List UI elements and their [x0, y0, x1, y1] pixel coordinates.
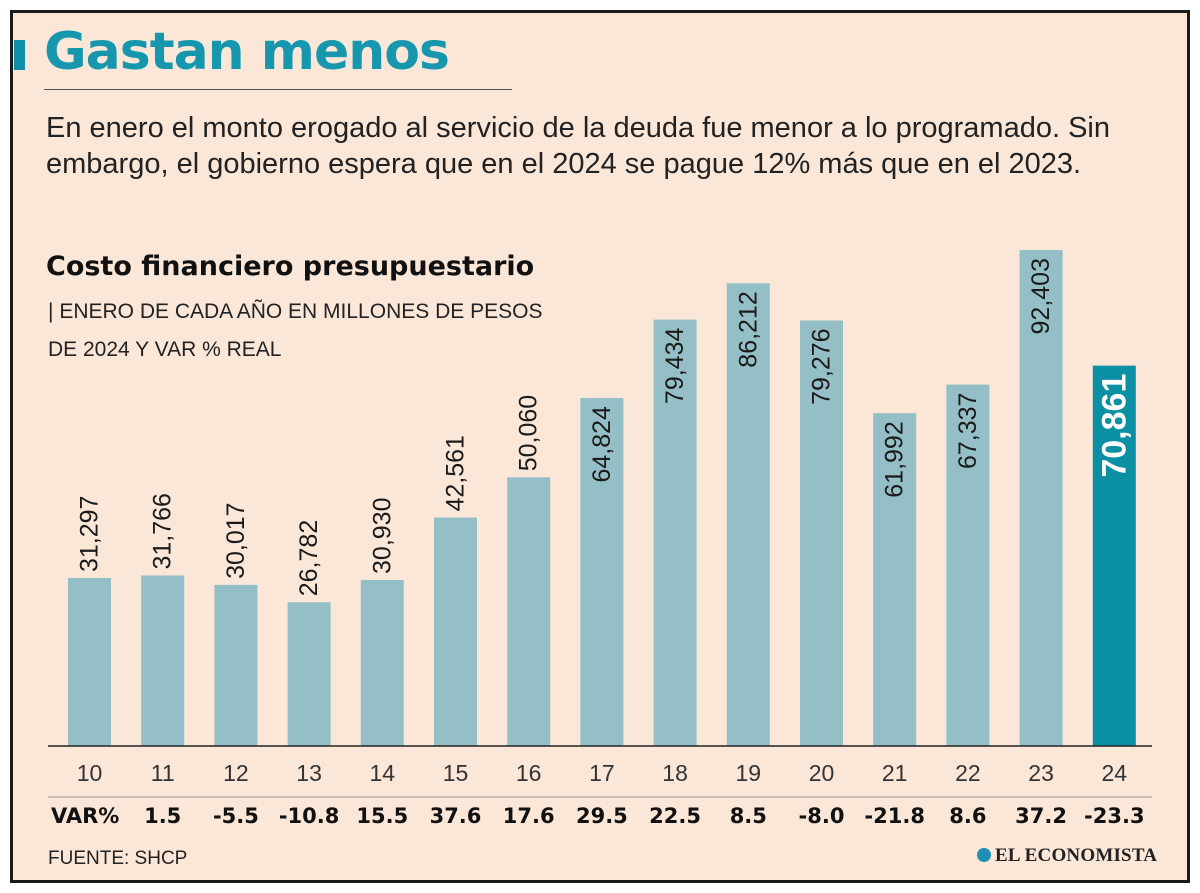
- brand-globe-icon: [977, 848, 991, 862]
- var-value-16: 17.6: [503, 804, 555, 828]
- x-tick-label-23: 23: [1028, 760, 1054, 786]
- bar-23: [1019, 250, 1063, 746]
- bar-11: [141, 575, 185, 746]
- chart-subtitle: | ENERO DE CADA AÑO EN MILLONES DE PESOS…: [48, 293, 568, 369]
- var-value-19: 8.5: [730, 804, 767, 828]
- x-tick-label-13: 13: [296, 760, 322, 786]
- var-value-21: -21.8: [864, 804, 925, 828]
- value-label-15: 42,561: [442, 435, 470, 511]
- bar-21: [873, 413, 917, 746]
- var-row-label: VAR%: [51, 804, 119, 828]
- x-tick-label-24: 24: [1102, 760, 1128, 786]
- bar-20: [800, 320, 843, 746]
- x-tick-label-21: 21: [882, 760, 908, 786]
- value-label-19: 86,212: [734, 291, 762, 367]
- chart-subtitle-mark: |: [48, 300, 54, 323]
- var-value-12: -5.5: [213, 804, 259, 828]
- var-value-18: 22.5: [649, 804, 701, 828]
- var-value-22: 8.6: [949, 804, 986, 828]
- source-note: FUENTE: SHCP: [48, 848, 188, 869]
- x-tick-label-22: 22: [955, 760, 981, 786]
- value-label-11: 31,766: [149, 493, 177, 569]
- bar-24: [1092, 365, 1136, 746]
- var-value-13: -10.8: [279, 804, 340, 828]
- value-label-14: 30,930: [368, 498, 396, 574]
- var-value-14: 15.5: [356, 804, 408, 828]
- x-tick-label-12: 12: [223, 760, 249, 786]
- bar-12: [214, 584, 258, 746]
- bar-10: [68, 578, 111, 746]
- value-label-10: 31,297: [76, 496, 104, 572]
- value-label-12: 30,017: [222, 502, 250, 578]
- brand-name: EL ECONOMISTA: [995, 845, 1158, 866]
- title-divider: [44, 89, 512, 90]
- x-tick-label-19: 19: [736, 760, 762, 786]
- x-tick-label-16: 16: [516, 760, 542, 786]
- bar-14: [360, 579, 404, 746]
- bar-17: [580, 398, 624, 746]
- x-tick-label-20: 20: [809, 760, 835, 786]
- bar-15: [434, 517, 477, 746]
- value-label-22: 67,337: [954, 393, 982, 469]
- value-label-24: 70,861: [1095, 374, 1133, 478]
- x-tick-label-17: 17: [589, 760, 615, 786]
- x-tick-label-10: 10: [77, 760, 103, 786]
- value-label-20: 79,276: [808, 328, 836, 404]
- var-value-20: -8.0: [799, 804, 845, 828]
- value-label-13: 26,782: [295, 520, 323, 596]
- page-subtitle: En enero el monto erogado al servicio de…: [46, 112, 1110, 180]
- value-label-18: 79,434: [661, 328, 689, 405]
- page-title: Gastan menos: [44, 22, 450, 82]
- brand-logo: EL ECONOMISTA: [977, 845, 1157, 867]
- chart-subtitle-text: ENERO DE CADA AÑO EN MILLONES DE PESOS D…: [48, 300, 543, 361]
- var-value-11: 1.5: [144, 804, 181, 828]
- x-tick-label-11: 11: [151, 760, 175, 786]
- var-value-17: 29.5: [576, 804, 628, 828]
- value-label-16: 50,060: [515, 395, 543, 471]
- var-value-23: 37.2: [1015, 804, 1067, 828]
- x-tick-label-14: 14: [370, 760, 396, 786]
- var-value-15: 37.6: [430, 804, 482, 828]
- x-tick-label-18: 18: [662, 760, 688, 786]
- bar-13: [287, 602, 331, 746]
- bar-16: [507, 477, 551, 746]
- bar-19: [726, 283, 770, 746]
- value-label-23: 92,403: [1027, 258, 1055, 334]
- title-accent-bar: [14, 40, 25, 70]
- bar-22: [946, 384, 990, 746]
- value-label-21: 61,992: [881, 421, 909, 497]
- chart-title: Costo financiero presupuestario: [46, 251, 535, 282]
- var-value-24: -23.3: [1084, 804, 1145, 828]
- bar-18: [653, 319, 697, 746]
- x-tick-label-15: 15: [443, 760, 469, 786]
- value-label-17: 64,824: [588, 406, 616, 483]
